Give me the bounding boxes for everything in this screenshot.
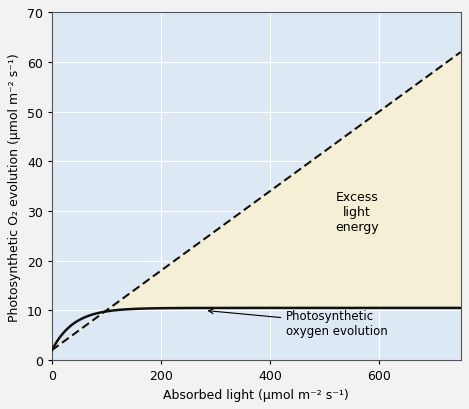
Y-axis label: Photosynthetic O₂ evolution (μmol m⁻² s⁻¹): Photosynthetic O₂ evolution (μmol m⁻² s⁻… <box>8 53 21 321</box>
Text: Photosynthetic
oxygen evolution: Photosynthetic oxygen evolution <box>209 309 388 337</box>
Text: Excess
light
energy: Excess light energy <box>335 190 379 233</box>
X-axis label: Absorbed light (μmol m⁻² s⁻¹): Absorbed light (μmol m⁻² s⁻¹) <box>163 388 349 401</box>
